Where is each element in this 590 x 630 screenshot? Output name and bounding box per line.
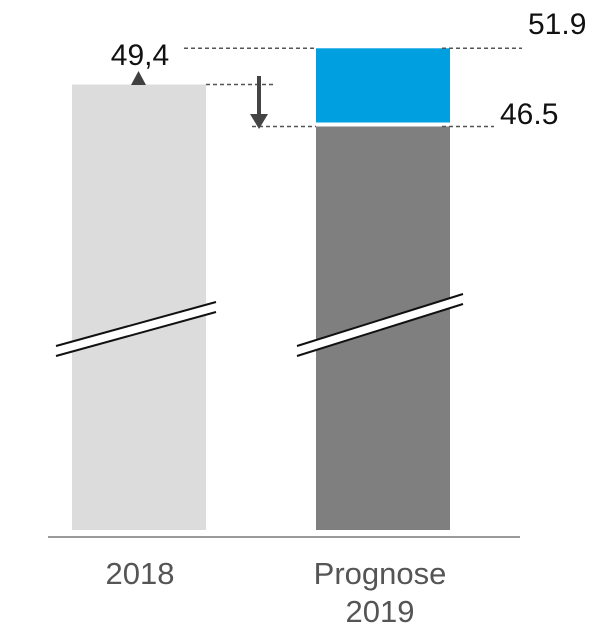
value-label-2019-base: 46.5 [500, 98, 558, 131]
axis-break-2019-top-line [296, 293, 464, 347]
x-tick-label-prognose: Prognose [314, 556, 447, 591]
bar-2019-segment-1 [316, 48, 450, 123]
guide-lines-layer [184, 47, 522, 128]
value-label-2018: 49,4 [111, 39, 169, 72]
axis-break-2018-top-line [55, 301, 217, 347]
value-label-2019-total: 51.9 [528, 8, 586, 41]
axis-break-2018-gap [56, 302, 216, 356]
axis-break-2019-bottom-line [296, 303, 464, 357]
bar-2018-segment-0 [72, 84, 206, 530]
axis-break-2018-bottom-line [55, 311, 217, 357]
arrow-down-icon [250, 76, 268, 129]
x-tick-label-2019: 2019 [346, 594, 415, 629]
axis-break-2019-gap [297, 294, 463, 356]
triangle-up-icon [131, 71, 146, 85]
axis-break-layer [55, 293, 464, 357]
x-tick-label-2018: 2018 [106, 556, 175, 591]
